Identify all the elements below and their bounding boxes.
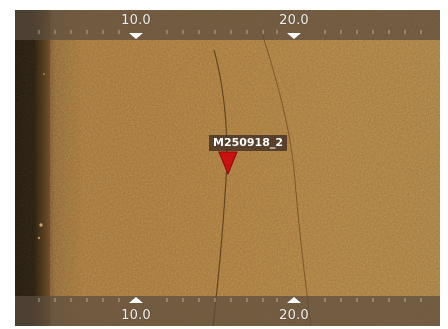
top-scale-ticks: [38, 30, 422, 34]
bottom-scale-ticks: [38, 298, 422, 302]
bottom-scale-tick-label: 10.0: [121, 308, 151, 323]
top-scale-tick-label: 10.0: [121, 13, 151, 28]
triangle-up-icon: [287, 297, 301, 303]
triangle-down-icon: [129, 33, 143, 39]
triangle-up-icon: [129, 297, 143, 303]
bottom-range-scale: 10.0 20.0: [15, 296, 440, 326]
sonar-viewer[interactable]: 10.0 20.0: [15, 10, 440, 326]
red-triangle-marker-icon[interactable]: [218, 151, 238, 175]
bottom-scale-tick-label: 20.0: [279, 308, 309, 323]
top-range-scale: 10.0 20.0: [15, 10, 440, 40]
triangle-down-icon: [287, 33, 301, 39]
target-label[interactable]: M250918_2: [209, 135, 288, 151]
top-scale-tick-label: 20.0: [279, 13, 309, 28]
